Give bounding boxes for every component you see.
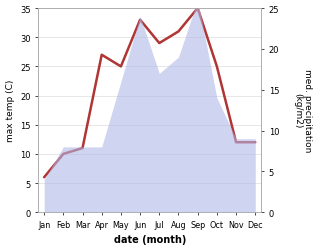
- Y-axis label: med. precipitation
(kg/m2): med. precipitation (kg/m2): [293, 69, 313, 152]
- X-axis label: date (month): date (month): [114, 234, 186, 244]
- Y-axis label: max temp (C): max temp (C): [5, 80, 15, 142]
